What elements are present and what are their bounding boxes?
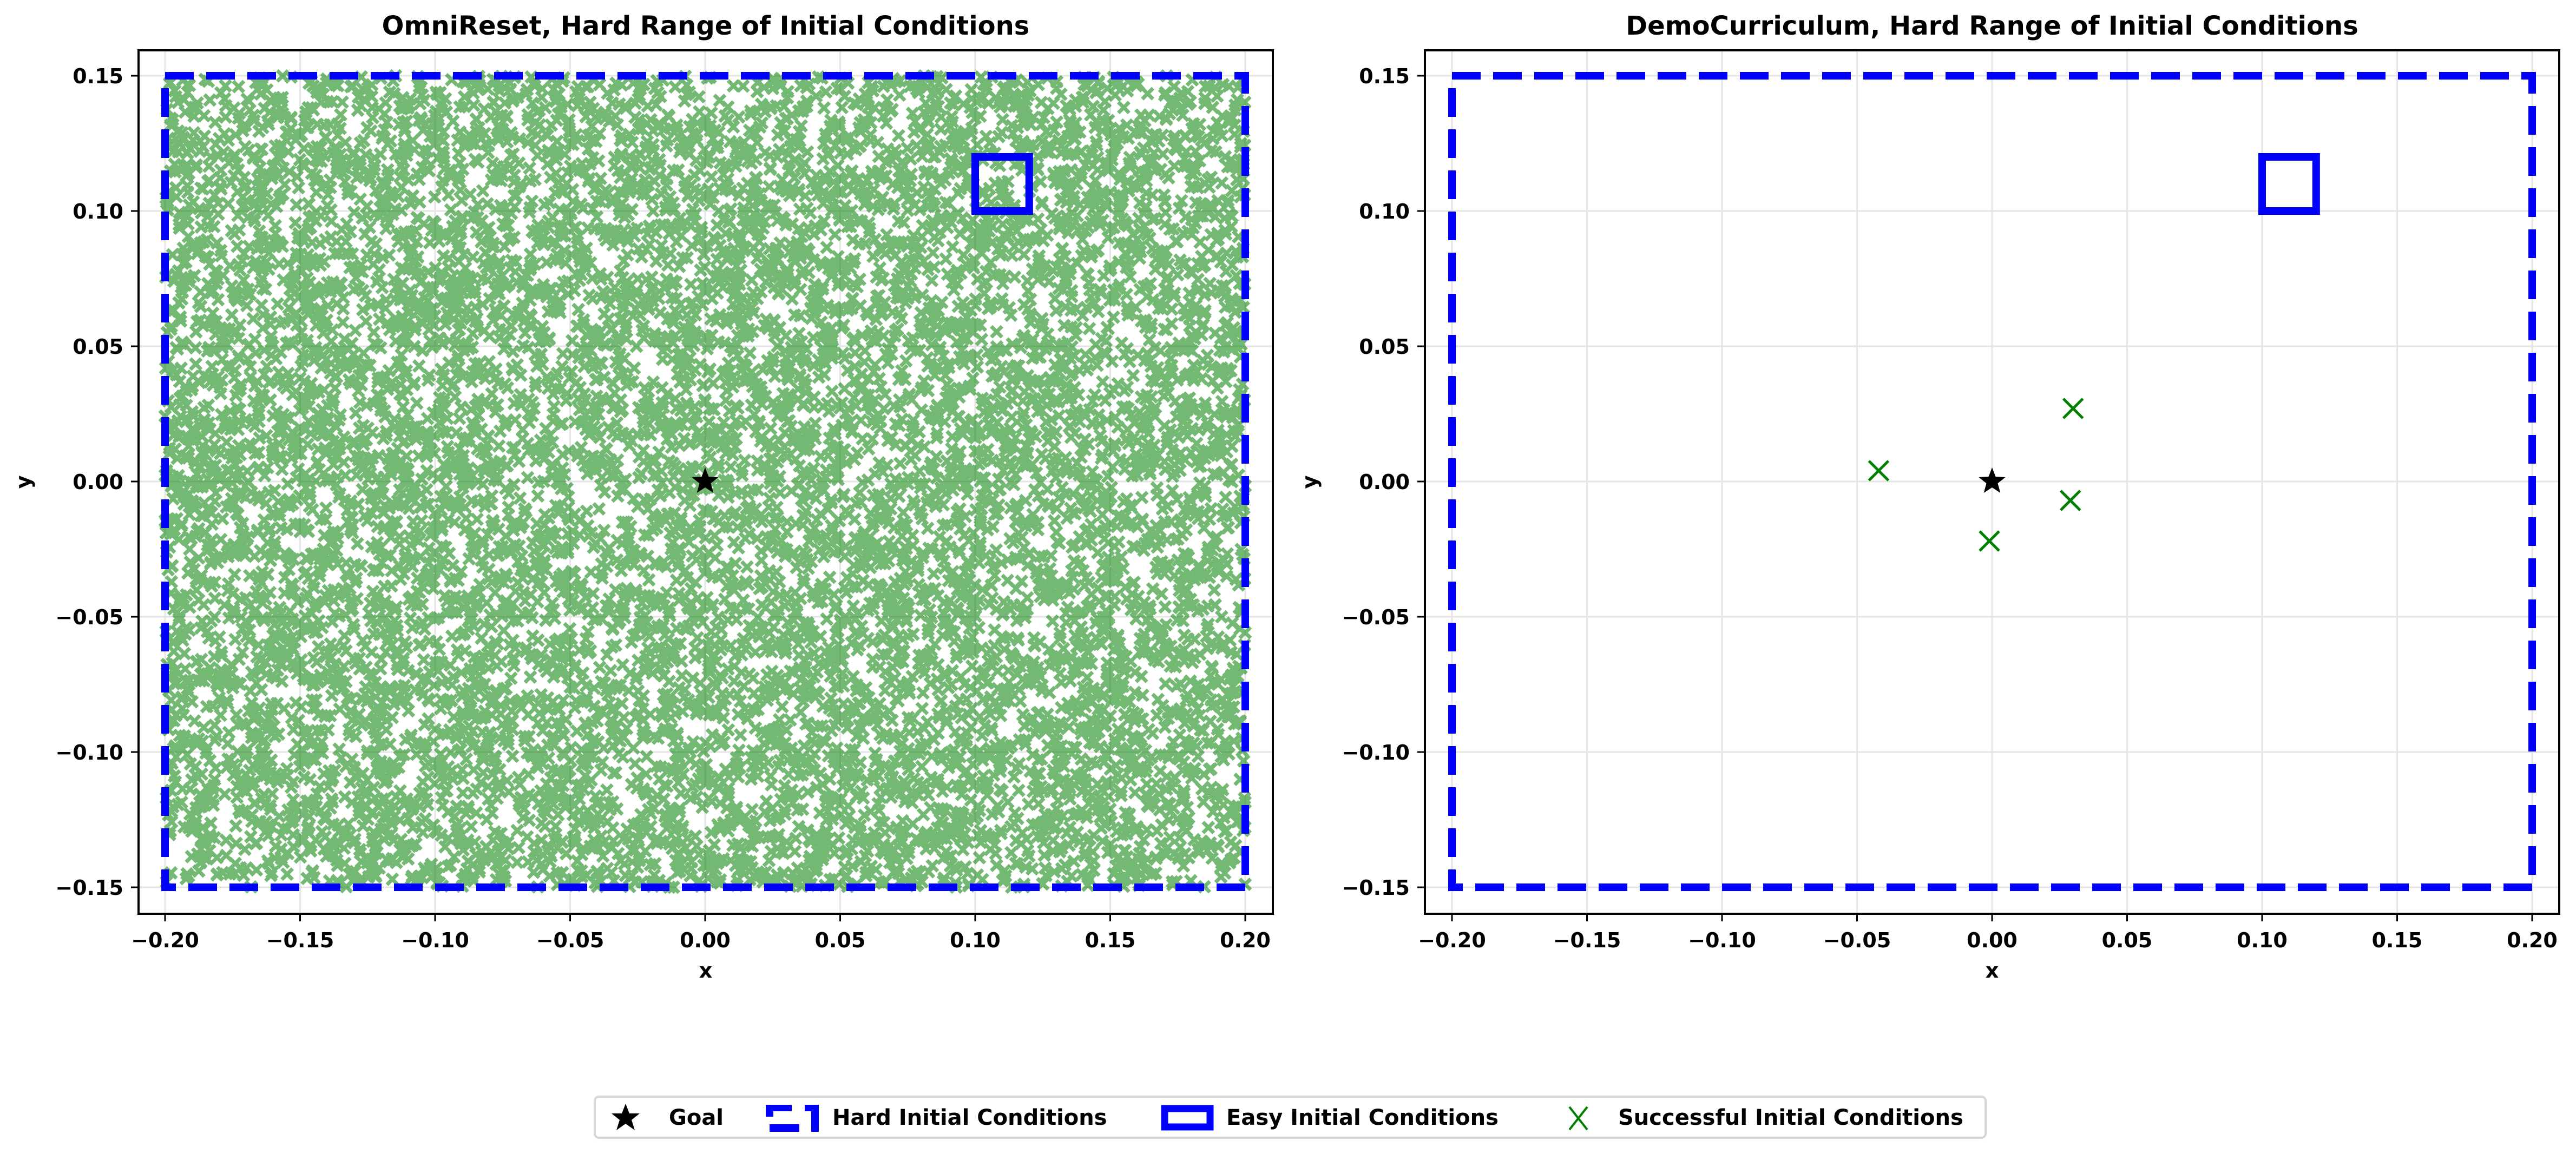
y-tick-label: −0.05 (55, 605, 123, 629)
y-tick-label: 0.10 (1359, 200, 1410, 223)
x-tick-label: 0.05 (2102, 928, 2153, 952)
y-tick-label: −0.10 (55, 741, 123, 764)
x-tick-label: 0.15 (1085, 928, 1136, 952)
x-tick-label: −0.05 (536, 928, 604, 952)
successful-points (1868, 398, 2084, 552)
y-axis-label: y (11, 475, 35, 489)
x-tick-label: 0.20 (1220, 928, 1271, 952)
hard-range-box (161, 72, 1249, 891)
x-tick-label: −0.10 (401, 928, 469, 952)
x-tick-label: 0.00 (1967, 928, 2018, 952)
x-tick-label: −0.15 (266, 928, 334, 952)
solid-box-icon (1161, 1105, 1214, 1131)
x-axis-label: x (699, 959, 713, 982)
x-tick-label: 0.15 (2372, 928, 2423, 952)
x-tick-label: −0.20 (131, 928, 199, 952)
y-tick-label: −0.15 (55, 876, 123, 900)
y-tick-label: 0.00 (1359, 470, 1410, 494)
y-tick-label: 0.05 (73, 335, 123, 359)
legend-label: Easy Initial Conditions (1226, 1105, 1499, 1130)
plot-democurriculum: DemoCurriculum, Hard Range of Initial Co… (1298, 11, 2560, 982)
x-axis-ticks: −0.20 −0.15 −0.10 −0.05 0.00 0.05 0.10 0.15 0.20 (131, 914, 1271, 952)
y-axis-ticks: −0.15 −0.10 −0.05 0.00 0.05 0.10 0.15 (1342, 64, 1425, 900)
y-tick-label: −0.10 (1342, 741, 1410, 764)
y-tick-label: 0.10 (73, 200, 123, 223)
legend-item-goal: Goal (612, 1104, 724, 1130)
legend-item-easy: Easy Initial Conditions (1161, 1105, 1499, 1131)
legend-frame (594, 1096, 1987, 1139)
goal-star-icon (1979, 467, 2006, 493)
y-tick-label: 0.15 (1359, 64, 1410, 88)
x-tick-label: 0.05 (815, 928, 866, 952)
y-axis-label: y (1298, 475, 1322, 489)
y-tick-label: 0.15 (73, 64, 123, 88)
legend-label: Goal (669, 1105, 724, 1130)
x-marker-icon (1568, 1106, 1588, 1131)
legend-item-successful: Successful Initial Conditions (1568, 1105, 1963, 1131)
x-tick-label: −0.20 (1418, 928, 1486, 952)
initial-condition-boxes (1448, 72, 2536, 891)
plot-title: DemoCurriculum, Hard Range of Initial Co… (1626, 11, 2358, 41)
y-tick-label: −0.15 (1342, 876, 1410, 900)
x-marker-icon (2062, 398, 2084, 419)
easy-range-box (971, 153, 1033, 215)
goal-star-icon (692, 467, 719, 493)
initial-condition-boxes (161, 72, 1249, 891)
hard-range-box (1448, 72, 2536, 891)
x-marker-icon (1979, 530, 2000, 552)
y-tick-label: 0.00 (73, 470, 123, 494)
x-axis-label: x (1986, 959, 1999, 982)
x-tick-label: 0.10 (2237, 928, 2288, 952)
legend-label: Hard Initial Conditions (832, 1105, 1107, 1130)
successful-points (158, 69, 1252, 894)
legend-item-hard: Hard Initial Conditions (766, 1105, 1107, 1132)
x-axis-ticks: −0.20 −0.15 −0.10 −0.05 0.00 0.05 0.10 0.15 0.20 (1418, 914, 2558, 952)
x-marker-icon (1868, 460, 1890, 482)
x-marker-icon (2059, 490, 2081, 511)
x-tick-label: 0.10 (950, 928, 1001, 952)
y-tick-label: −0.05 (1342, 605, 1410, 629)
x-tick-label: −0.15 (1553, 928, 1621, 952)
dashed-box-icon (766, 1105, 819, 1132)
x-tick-label: 0.00 (680, 928, 731, 952)
x-tick-label: −0.10 (1688, 928, 1756, 952)
y-axis-ticks: −0.15 −0.10 −0.05 0.00 0.05 0.10 0.15 (55, 64, 139, 900)
x-tick-label: −0.05 (1823, 928, 1891, 952)
plot-title: OmniReset, Hard Range of Initial Conditi… (382, 11, 1030, 41)
y-tick-label: 0.05 (1359, 335, 1410, 359)
x-marker-cloud (158, 69, 1252, 894)
star-icon (612, 1104, 640, 1130)
legend: Goal Hard Initial Conditions Easy Initia… (594, 1096, 1987, 1139)
legend-label: Successful Initial Conditions (1618, 1105, 1963, 1130)
easy-range-box (2258, 153, 2320, 215)
x-tick-label: 0.20 (2507, 928, 2558, 952)
plot-omnireset: OmniReset, Hard Range of Initial Conditi… (11, 11, 1274, 982)
